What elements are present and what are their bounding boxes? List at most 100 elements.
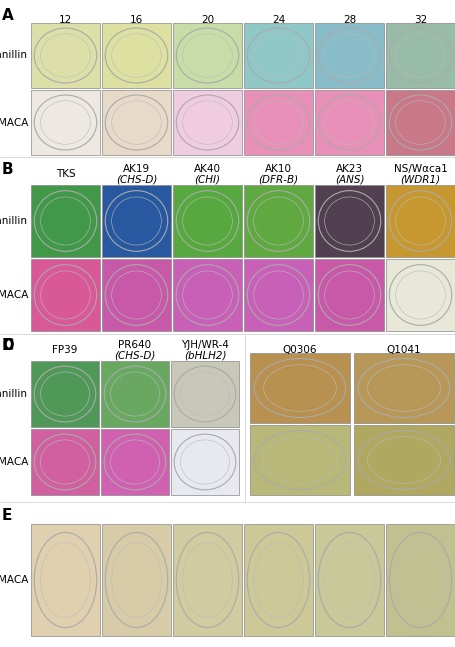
Ellipse shape (176, 532, 238, 628)
FancyBboxPatch shape (244, 524, 312, 636)
FancyBboxPatch shape (102, 524, 170, 636)
Text: Q0306: Q0306 (282, 345, 317, 355)
FancyBboxPatch shape (102, 186, 170, 256)
Ellipse shape (247, 95, 309, 150)
FancyBboxPatch shape (31, 430, 98, 495)
Text: Vanillin: Vanillin (0, 50, 28, 61)
FancyBboxPatch shape (173, 524, 241, 636)
Text: 28: 28 (342, 15, 355, 25)
FancyBboxPatch shape (244, 23, 312, 87)
FancyBboxPatch shape (31, 186, 99, 256)
FancyBboxPatch shape (31, 91, 99, 155)
Text: FP39: FP39 (52, 345, 77, 355)
FancyBboxPatch shape (353, 353, 453, 422)
Text: Vanillin: Vanillin (0, 216, 28, 226)
Text: 32: 32 (413, 15, 426, 25)
Text: Vanillin: Vanillin (0, 389, 28, 399)
Text: C: C (2, 338, 13, 353)
FancyBboxPatch shape (171, 430, 238, 495)
FancyBboxPatch shape (315, 23, 383, 87)
Text: 16: 16 (130, 15, 143, 25)
FancyBboxPatch shape (173, 23, 241, 87)
FancyBboxPatch shape (385, 259, 454, 331)
Ellipse shape (358, 358, 449, 417)
Text: PR640: PR640 (118, 340, 151, 350)
Ellipse shape (34, 191, 96, 251)
Ellipse shape (174, 434, 235, 490)
Text: AK10: AK10 (264, 164, 291, 174)
Text: 24: 24 (271, 15, 284, 25)
Ellipse shape (389, 28, 451, 83)
FancyBboxPatch shape (315, 91, 383, 155)
Text: DMACA: DMACA (0, 118, 28, 127)
Ellipse shape (389, 191, 451, 251)
Ellipse shape (318, 532, 380, 628)
FancyBboxPatch shape (315, 524, 383, 636)
Ellipse shape (105, 95, 167, 150)
Text: TKS: TKS (56, 169, 75, 179)
FancyBboxPatch shape (385, 186, 454, 256)
Ellipse shape (247, 191, 309, 251)
Ellipse shape (254, 430, 345, 490)
Ellipse shape (389, 532, 451, 628)
FancyBboxPatch shape (173, 91, 241, 155)
Ellipse shape (247, 265, 309, 325)
Ellipse shape (176, 265, 238, 325)
Ellipse shape (105, 28, 167, 83)
Ellipse shape (105, 532, 167, 628)
Text: Q1041: Q1041 (386, 345, 420, 355)
FancyBboxPatch shape (353, 426, 453, 494)
FancyBboxPatch shape (31, 362, 98, 426)
Text: E: E (2, 508, 12, 523)
Text: (ANS): (ANS) (334, 174, 364, 184)
Text: 12: 12 (59, 15, 72, 25)
Ellipse shape (34, 434, 96, 490)
FancyBboxPatch shape (101, 362, 168, 426)
FancyBboxPatch shape (31, 259, 99, 331)
FancyBboxPatch shape (315, 259, 383, 331)
FancyBboxPatch shape (244, 91, 312, 155)
FancyBboxPatch shape (173, 186, 241, 256)
FancyBboxPatch shape (102, 91, 170, 155)
Ellipse shape (34, 265, 96, 325)
Ellipse shape (34, 532, 96, 628)
FancyBboxPatch shape (249, 426, 349, 494)
Text: (bHLH2): (bHLH2) (183, 350, 226, 360)
Text: YJH/WR-4: YJH/WR-4 (181, 340, 228, 350)
FancyBboxPatch shape (244, 186, 312, 256)
FancyBboxPatch shape (315, 186, 383, 256)
Ellipse shape (358, 430, 449, 490)
FancyBboxPatch shape (171, 362, 238, 426)
Ellipse shape (34, 366, 96, 422)
Text: 20: 20 (201, 15, 213, 25)
Ellipse shape (318, 95, 380, 150)
Text: (WDR1): (WDR1) (399, 174, 440, 184)
FancyBboxPatch shape (102, 259, 170, 331)
FancyBboxPatch shape (385, 91, 454, 155)
Ellipse shape (247, 532, 309, 628)
FancyBboxPatch shape (101, 430, 168, 495)
Ellipse shape (389, 265, 451, 325)
FancyBboxPatch shape (244, 259, 312, 331)
FancyBboxPatch shape (385, 524, 454, 636)
FancyBboxPatch shape (385, 23, 454, 87)
Ellipse shape (318, 28, 380, 83)
Text: NS/Wαca1: NS/Wαca1 (393, 164, 446, 174)
Ellipse shape (318, 191, 380, 251)
Ellipse shape (176, 95, 238, 150)
Ellipse shape (104, 434, 166, 490)
Text: D: D (2, 338, 15, 353)
Text: A: A (2, 8, 14, 23)
Text: AK40: AK40 (193, 164, 221, 174)
Ellipse shape (34, 95, 96, 150)
Ellipse shape (318, 265, 380, 325)
Text: (CHI): (CHI) (194, 174, 220, 184)
Ellipse shape (176, 28, 238, 83)
Text: DMACA: DMACA (0, 575, 28, 585)
Ellipse shape (254, 358, 345, 417)
Ellipse shape (389, 95, 451, 150)
FancyBboxPatch shape (173, 259, 241, 331)
Text: B: B (2, 162, 14, 177)
Text: DMACA: DMACA (0, 290, 28, 300)
Text: AK23: AK23 (335, 164, 362, 174)
